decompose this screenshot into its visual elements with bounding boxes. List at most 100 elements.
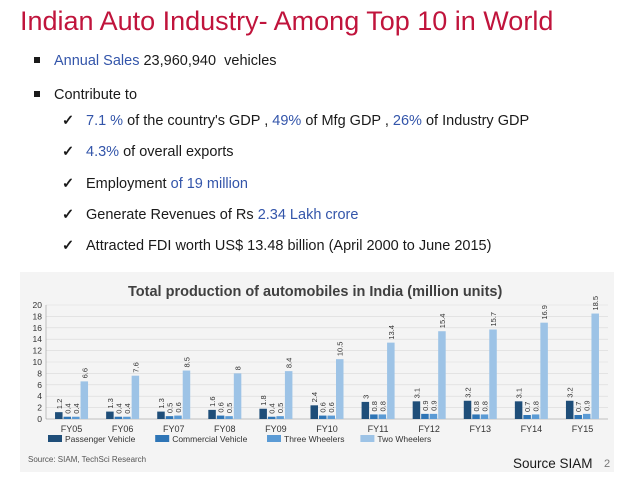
square-bullet-icon (34, 91, 40, 98)
bar (412, 401, 421, 419)
revenues-text: Generate Revenues of Rs (86, 207, 254, 223)
bar (327, 415, 335, 419)
bar (310, 405, 318, 419)
data-label: 0.8 (472, 401, 481, 411)
x-tick-label: FY10 (316, 424, 338, 434)
bar (370, 414, 378, 419)
bar (319, 415, 327, 419)
x-tick-label: FY11 (368, 424, 389, 434)
data-label: 0.9 (583, 400, 592, 410)
data-label: 0.5 (165, 403, 174, 413)
x-tick-label: FY05 (61, 424, 83, 434)
data-label: 15.4 (438, 314, 447, 329)
bar (259, 408, 267, 419)
bar (480, 414, 489, 419)
annual-sales-value: 23,960,940 (143, 53, 217, 69)
exports-share: 4.3% (86, 144, 120, 160)
data-label: 0.4 (72, 403, 81, 413)
data-label: 0.4 (268, 403, 277, 413)
legend-swatch (360, 435, 375, 442)
bar (514, 401, 523, 419)
x-tick-label: FY13 (470, 424, 492, 434)
data-label: 1.3 (106, 398, 115, 408)
bar (114, 416, 123, 419)
x-tick-label: FY12 (418, 424, 440, 434)
bar (157, 411, 165, 419)
bar (463, 400, 472, 419)
data-label: 0.8 (532, 401, 541, 411)
bar (225, 416, 233, 419)
mfg-gdp-text: of Mfg GDP , (305, 113, 389, 129)
mfg-gdp-share: 49% (272, 113, 302, 129)
employment-text: Employment (86, 176, 167, 192)
data-label: 3.1 (515, 388, 524, 398)
legend-swatch (48, 435, 62, 442)
data-label: 0.6 (217, 402, 226, 412)
bar (565, 400, 574, 419)
data-label: 8.5 (182, 357, 191, 367)
chart-source-note: Source: SIAM, TechSci Research (28, 455, 147, 464)
bar (72, 416, 80, 419)
checkmark-icon: ✓ (62, 113, 75, 129)
data-label: 18.5 (591, 296, 600, 311)
data-label: 16.9 (540, 305, 549, 320)
data-label: 0.6 (327, 402, 336, 412)
bar (284, 371, 293, 419)
check-exports: ✓ 4.3% of overall exports (62, 144, 234, 160)
bar (531, 414, 540, 419)
x-tick-label: FY07 (163, 424, 185, 434)
data-label: 2.4 (310, 392, 319, 402)
bar (233, 373, 242, 419)
data-label: 1.3 (157, 398, 166, 408)
production-chart: Total production of automobiles in India… (20, 272, 614, 472)
bar (131, 375, 140, 419)
bar (472, 414, 480, 419)
data-label: 6.6 (80, 368, 89, 378)
legend-swatch (267, 435, 281, 442)
annual-sales-label: Annual Sales (54, 53, 140, 69)
legend-label: Commercial Vehicle (172, 434, 247, 444)
bar (106, 411, 114, 419)
bar (216, 415, 225, 419)
bar (574, 415, 582, 419)
gdp-text: of the country's GDP , (127, 113, 269, 129)
bar (174, 415, 182, 419)
data-label: 1.6 (208, 396, 217, 406)
data-label: 13.4 (387, 325, 396, 340)
square-bullet-icon (34, 57, 40, 64)
checkmark-icon: ✓ (62, 238, 75, 254)
x-tick-label: FY08 (214, 424, 236, 434)
bullet-contribute: Contribute to (34, 87, 137, 103)
data-label: 0.4 (114, 403, 123, 413)
bar (378, 414, 387, 419)
bar (361, 401, 370, 419)
bar (582, 413, 591, 419)
bar (387, 342, 395, 419)
bar (438, 331, 446, 419)
data-label: 0.6 (174, 402, 183, 412)
y-tick-label: 14 (33, 334, 43, 344)
data-label: 1.8 (259, 395, 268, 405)
data-label: 0.4 (63, 403, 72, 413)
bar (540, 322, 548, 419)
data-label: 0.8 (481, 401, 490, 411)
industry-gdp-share: 26% (392, 113, 422, 129)
exports-text: of overall exports (123, 144, 234, 160)
data-label: 1.2 (55, 399, 64, 409)
data-label: 0.6 (319, 402, 328, 412)
data-label: 3.1 (412, 388, 421, 398)
bar (523, 415, 531, 419)
y-tick-label: 18 (33, 311, 43, 321)
data-label: 0.7 (574, 402, 583, 412)
industry-gdp-text: of Industry GDP (425, 113, 530, 129)
data-label: 0.8 (370, 401, 379, 411)
bar (276, 416, 284, 419)
bar (421, 413, 429, 419)
check-fdi: ✓ Attracted FDI worth US$ 13.48 billion (… (62, 238, 491, 254)
slide-title: Indian Auto Industry- Among Top 10 in Wo… (20, 6, 554, 36)
legend-label: Three Wheelers (284, 434, 344, 444)
data-label: 0.9 (421, 400, 430, 410)
checkmark-icon: ✓ (62, 144, 75, 160)
bar (208, 409, 216, 419)
